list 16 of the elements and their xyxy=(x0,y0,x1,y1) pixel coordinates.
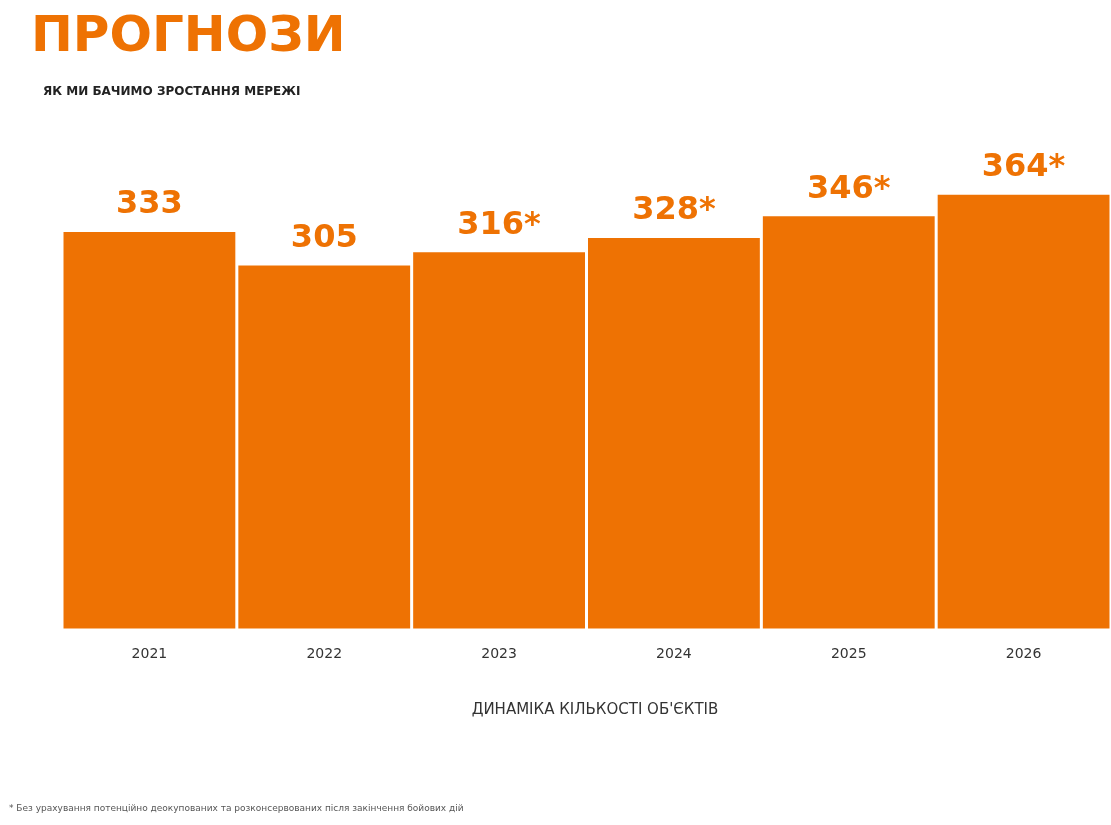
data-label: 346* xyxy=(806,167,891,206)
x-tick-label: 2022 xyxy=(306,645,343,661)
x-tick-label: 2023 xyxy=(481,645,517,661)
data-label: 333 xyxy=(116,183,183,222)
data-label: 328* xyxy=(632,189,716,228)
x-tick-label: 2024 xyxy=(656,645,692,661)
chart-subtitle: ЯК МИ БАЧИМО ЗРОСТАННЯ МЕРЕЖІ xyxy=(43,84,301,98)
x-tick-label: 2025 xyxy=(830,645,867,661)
x-tick-label: 2026 xyxy=(1005,645,1042,661)
chart-title: ПРОГНОЗИ xyxy=(31,5,346,63)
data-label: 364* xyxy=(981,146,1066,185)
x-tick-label: 2021 xyxy=(131,645,168,661)
text: * Без урахування потенційно деокупованих та розконсервованих після закінчення бойових дій xyxy=(9,802,464,813)
data-label: 316* xyxy=(457,203,542,242)
x-axis-title: ДИНАМІКА КІЛЬКОСТІ ОБ'ЄКТІВ xyxy=(471,699,719,718)
data-label: 305 xyxy=(290,217,358,255)
